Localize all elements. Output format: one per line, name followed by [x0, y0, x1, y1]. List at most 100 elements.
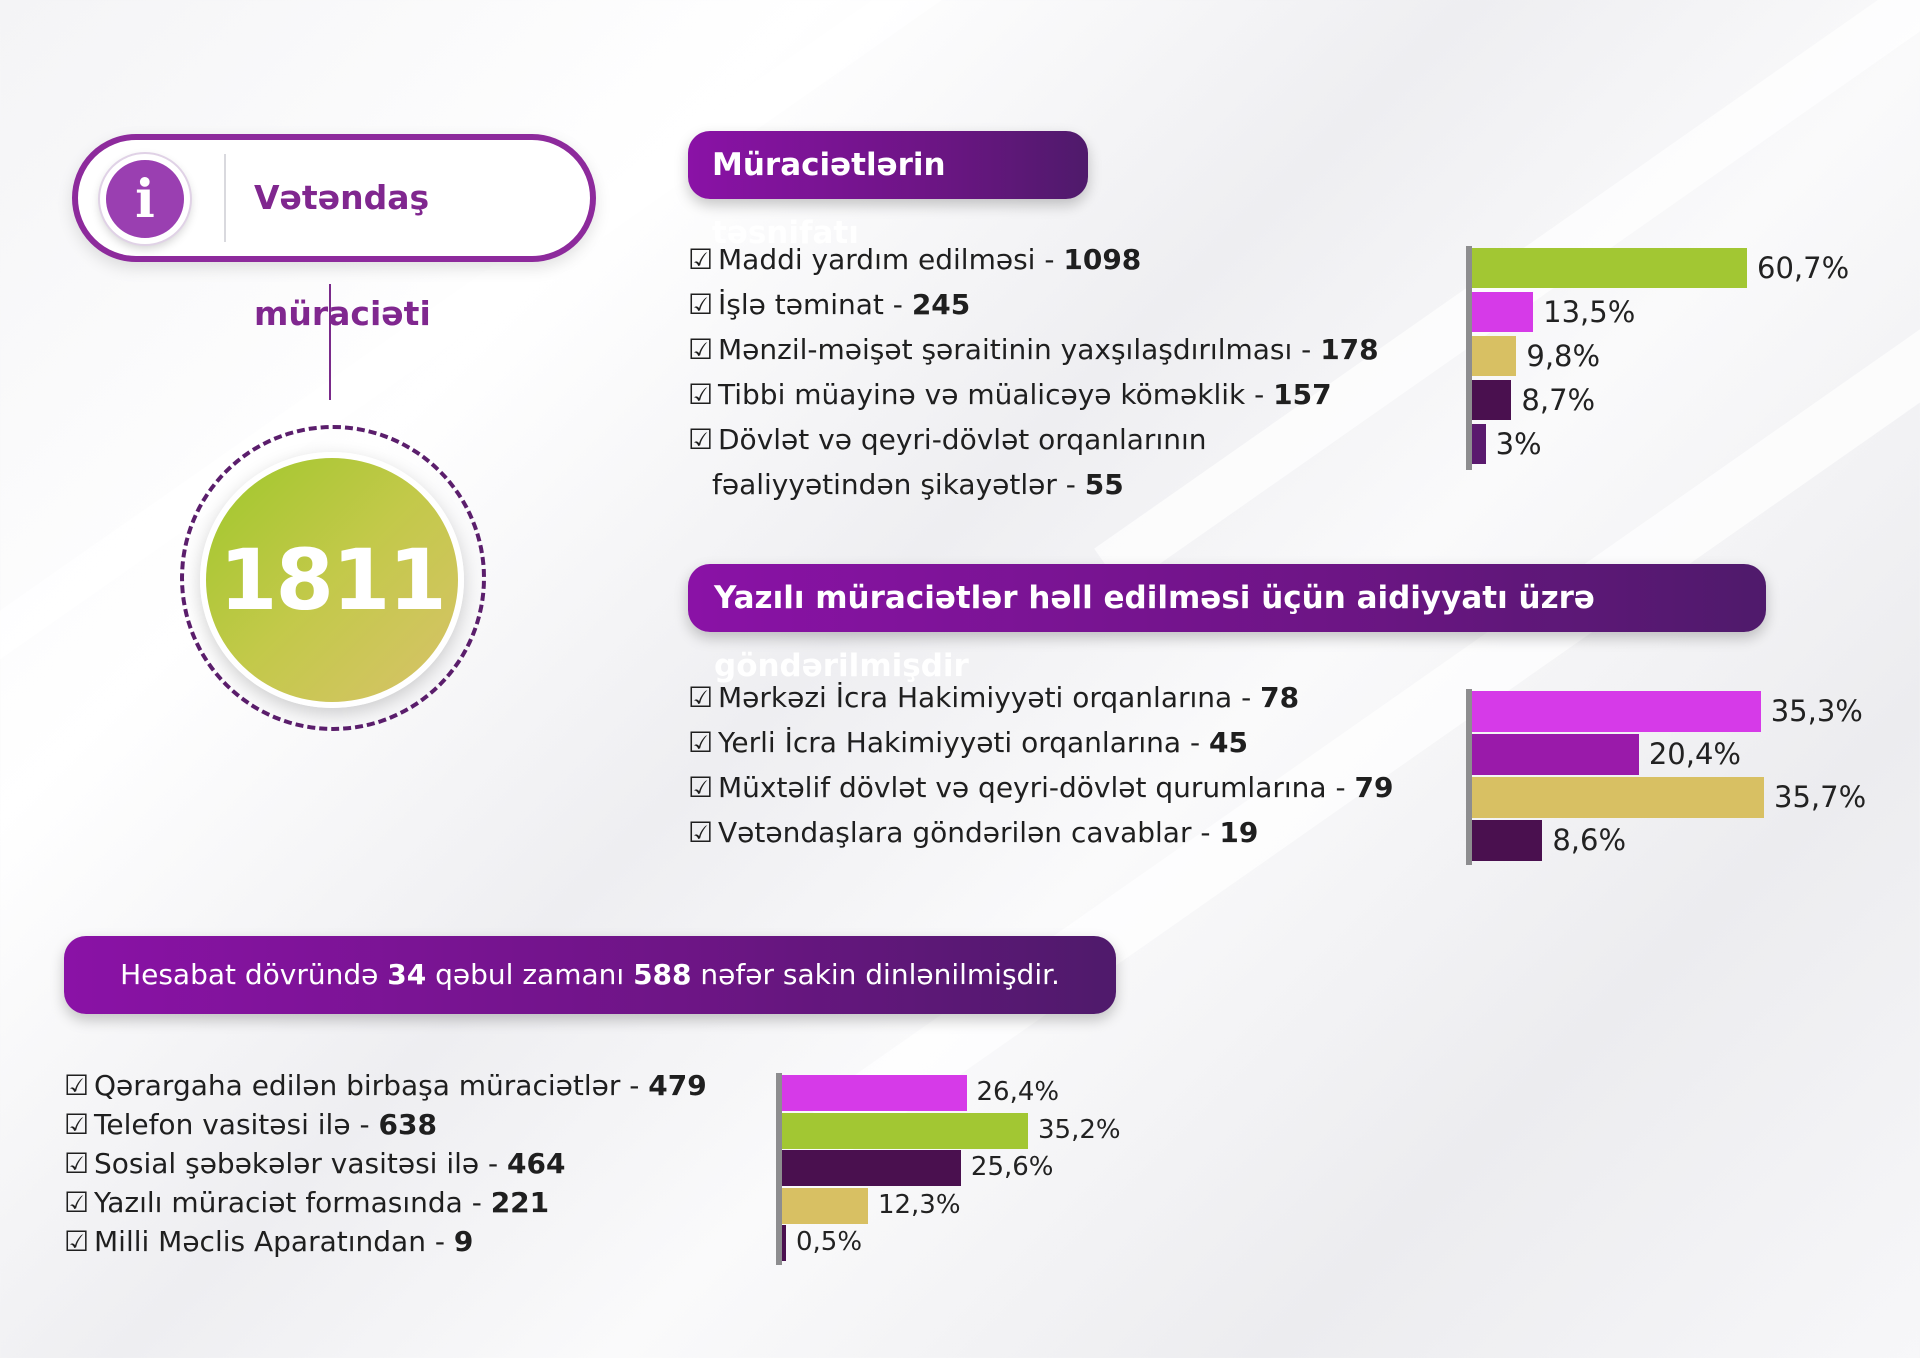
list-item-label: Tibbi müayinə və müalicəyə köməklik -: [718, 378, 1274, 411]
chart-axis: [1466, 689, 1472, 865]
checkbox-icon: ☑: [688, 333, 714, 366]
total-ring: [180, 425, 486, 731]
chart-bar: [782, 1225, 786, 1261]
total-circle: 1811: [200, 452, 464, 708]
connector-line: [329, 284, 331, 400]
list-item: ☑ Yerli İcra Hakimiyyəti orqanlarına - 45: [688, 726, 1248, 759]
checkbox-icon: ☑: [688, 288, 714, 321]
chart-data-label: 35,7%: [1774, 780, 1867, 815]
chart-bar: [1472, 691, 1761, 732]
chart-bar: [782, 1112, 1028, 1149]
chart-data-label: 60,7%: [1757, 250, 1850, 285]
chart-bar: [1472, 777, 1764, 818]
banner-residents-count: 588: [633, 958, 692, 991]
section3-banner: Hesabat dövründə 34 qəbul zamanı 588 nəf…: [64, 936, 1116, 1014]
header-pill: i Vətəndaş müraciəti: [72, 134, 596, 333]
list-item-value: 178: [1320, 333, 1379, 366]
chart-data-label: 26,4%: [976, 1077, 1060, 1108]
chart-axis: [1466, 246, 1472, 470]
banner-receptions-count: 34: [387, 958, 427, 991]
header-title: Vətəndaş müraciəti: [254, 178, 431, 333]
chart-bar: [1472, 248, 1747, 288]
list-item-value: 221: [490, 1186, 550, 1219]
list-item: ☑ Qərargaha edilən birbaşa müraciətlər - …: [64, 1069, 707, 1102]
list-item-value: 79: [1354, 771, 1394, 804]
chart-data-label: 25,6%: [970, 1152, 1054, 1183]
section2-title: Yazılı müraciətlər həll edilməsi üçün ai…: [688, 564, 1766, 684]
list-item-label: Mərkəzi İcra Hakimiyyəti orqanlarına -: [718, 681, 1261, 714]
chart-data-label: 12,3%: [877, 1189, 961, 1220]
checkbox-icon: ☑: [64, 1108, 90, 1141]
list-item: ☑ Yazılı müraciət formasında - 221: [64, 1186, 549, 1219]
list-item: ☑ Maddi yardım edilməsi - 1098: [688, 243, 1141, 276]
list-item: ☑ Mərkəzi İcra Hakimiyyəti orqanlarına - …: [688, 681, 1299, 714]
chart-bar: [782, 1075, 967, 1111]
list-item-value: 1098: [1063, 243, 1142, 276]
checkbox-icon: ☑: [688, 378, 714, 411]
list-item-continued: fəaliyyətindən şikayətlər - 55: [712, 468, 1124, 501]
list-item-value: 9: [453, 1225, 474, 1258]
list-item: ☑ Tibbi müayinə və müalicəyə köməklik - 1…: [688, 378, 1332, 411]
chart-data-label: 35,3%: [1770, 694, 1863, 729]
list-item-value: 78: [1260, 681, 1300, 714]
checkbox-icon: ☑: [64, 1069, 90, 1102]
chart-bar: [782, 1150, 961, 1186]
list-item-label: Telefon vasitəsi ilə -: [94, 1108, 379, 1141]
list-item: ☑ Vətəndaşlara göndərilən cavablar - 19: [688, 816, 1258, 849]
list-item-label: Vətəndaşlara göndərilən cavablar -: [718, 816, 1220, 849]
banner-text-mid: qəbul zamanı: [426, 958, 634, 991]
list-item-value: 638: [378, 1108, 437, 1141]
chart-bar: [782, 1187, 868, 1224]
section1-title: Müraciətlərin təsnifatı: [688, 131, 1088, 251]
chart-data-label: 20,4%: [1648, 737, 1741, 772]
list-item-label: Sosial şəbəkələr vasitəsi ilə -: [94, 1147, 508, 1180]
list-item-label: Mənzil-məişət şəraitinin yaxşılaşdırılma…: [718, 333, 1321, 366]
list-item-value: 157: [1273, 378, 1332, 411]
list-item-label: Yerli İcra Hakimiyyəti orqanlarına -: [718, 726, 1209, 759]
list-item-label: fəaliyyətindən şikayətlər -: [712, 468, 1085, 501]
chart-bar: [1472, 336, 1517, 376]
chart-data-label: 8,7%: [1521, 382, 1596, 417]
chart-data-label: 8,6%: [1552, 823, 1627, 858]
checkbox-icon: ☑: [688, 816, 714, 849]
list-item: ☑ Dövlət və qeyri-dövlət orqanlarının: [688, 423, 1207, 456]
checkbox-icon: ☑: [64, 1186, 90, 1219]
list-item: ☑ İşlə təminat - 245: [688, 288, 970, 321]
list-item-label: Qərargaha edilən birbaşa müraciətlər -: [94, 1069, 649, 1102]
total-value: 1811: [219, 531, 447, 629]
list-item: ☑ Telefon vasitəsi ilə - 638: [64, 1108, 437, 1141]
checkbox-icon: ☑: [64, 1225, 90, 1258]
list-item-value: 245: [911, 288, 971, 321]
list-item-value: 19: [1219, 816, 1259, 849]
checkbox-icon: ☑: [688, 771, 714, 804]
chart-bar: [1472, 380, 1512, 420]
list-item: ☑ Müxtəlif dövlət və qeyri-dövlət qurumla…: [688, 771, 1393, 804]
chart-axis: [776, 1073, 782, 1265]
chart-bar: [1472, 292, 1534, 332]
list-item-value: 55: [1084, 468, 1124, 501]
checkbox-icon: ☑: [688, 726, 714, 759]
checkbox-icon: ☑: [688, 243, 714, 276]
list-item-label: İşlə təminat -: [718, 288, 912, 321]
pill-divider: [224, 154, 226, 242]
list-item-label: Müxtəlif dövlət və qeyri-dövlət qurumlar…: [718, 771, 1355, 804]
list-item: ☑ Mənzil-məişət şəraitinin yaxşılaşdırılm…: [688, 333, 1379, 366]
banner-text-pre: Hesabat dövründə: [120, 958, 388, 991]
list-item-value: 45: [1208, 726, 1248, 759]
list-item-label: Dövlət və qeyri-dövlət orqanlarının: [718, 423, 1207, 456]
chart-data-label: 3%: [1495, 426, 1542, 461]
info-icon: i: [100, 154, 190, 244]
list-item-value: 479: [648, 1069, 707, 1102]
chart-bar: [1472, 424, 1486, 464]
list-item-value: 464: [507, 1147, 566, 1180]
chart-data-label: 9,8%: [1526, 338, 1601, 373]
chart-data-label: 0,5%: [796, 1227, 863, 1258]
banner-text-post: nəfər sakin dinlənilmişdir.: [691, 958, 1060, 991]
list-item: ☑ Sosial şəbəkələr vasitəsi ilə - 464: [64, 1147, 566, 1180]
chart-data-label: 13,5%: [1543, 294, 1636, 329]
checkbox-icon: ☑: [688, 681, 714, 714]
chart-data-label: 35,2%: [1038, 1114, 1121, 1145]
chart-bar: [1472, 820, 1543, 861]
list-item: ☑ Milli Məclis Aparatından - 9: [64, 1225, 473, 1258]
checkbox-icon: ☑: [688, 423, 714, 456]
